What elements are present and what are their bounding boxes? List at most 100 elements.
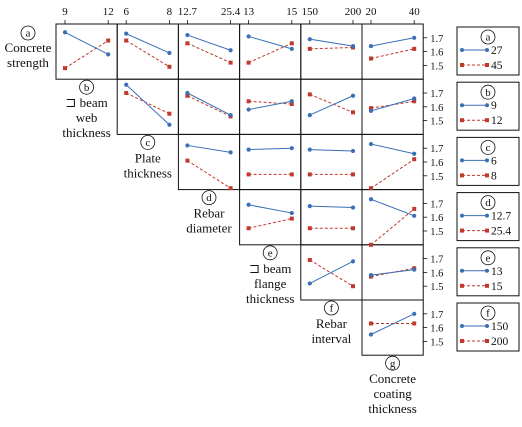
row-5-ytick-0: 1.7 [430,310,443,321]
cell-a-b-high-point-1 [106,38,111,43]
cell-c-g-low-point-0 [368,141,374,147]
factor-f-circle [323,300,339,316]
column-f-tick-0: 20 [366,6,378,18]
legend-b: b9 12 [456,81,520,131]
cell-f-g-low-point-1 [412,311,417,316]
cell-a-b-low-point-0 [62,30,68,35]
cell-b-d-low-point-1 [228,112,233,118]
cell-e-f-low-point-1 [350,259,356,264]
legend-c-circle [480,139,496,155]
cell-a-d-high-point-1 [228,60,233,65]
row-5-ytick-2: 1.5 [430,337,443,348]
legend-b-low-dot-0 [460,103,464,108]
cell-a-f-low-line [309,38,354,47]
row-0-ytick-2: 1.5 [430,61,443,72]
legend-c-high-mark-1 [485,173,489,178]
cell-e-g-low-point-0 [368,273,374,278]
cell-c-f-low-point-1 [350,148,356,154]
cell-a-c-low-line [125,33,170,54]
row-3-ytick-1: 1.6 [430,213,443,224]
cell-b-e-low-point-0 [246,107,251,112]
cell-b-f-high-point-0 [307,92,312,97]
cell-a-f-high-point-0 [307,46,312,51]
row-2-ytick-2: 1.5 [430,172,443,183]
column-d-tick-1: 15 [286,6,298,18]
factor-b-letter: b [84,82,90,94]
cell-d-g-low-point-0 [368,197,374,202]
cell-b-g-low-point-0 [368,108,374,114]
factor-g-name-line-0: Concrete [369,371,416,386]
cell-a-g-low-point-1 [412,35,417,40]
factor-c-letter: c [145,137,150,149]
legend-e-high-mark-0 [460,283,464,288]
cell-c-g-low-point-1 [412,151,417,156]
cell-f-g-high-point-1 [412,321,417,326]
cell-frame-5-5 [361,299,424,356]
cell-a-g-high-line [370,48,415,59]
cell-d-f-low-line [309,205,354,209]
legend-c-low-dot-1 [485,158,489,163]
legend-d-low-dot-0 [460,213,464,218]
legend-e-low-dot-0 [460,268,464,273]
cell-a-e-high-point-0 [246,60,251,65]
column-b-tick-1: 8 [167,6,173,18]
legend-c-low-label: 6 [491,155,497,167]
legend-b-high-mark-1 [485,118,489,123]
row-1-ytick-1: 1.6 [430,103,443,114]
cell-b-g-high-point-0 [369,106,373,111]
cell-d-g-high-line [370,208,415,246]
cell-c-e-low-point-1 [289,146,294,151]
cell-a-d-high-point-0 [185,41,190,46]
cell-frame-1-4 [300,78,363,135]
row-4-ytick-2: 1.5 [430,282,443,293]
cell-frame-2-4 [300,133,363,191]
cell-b-f-low-line [309,95,354,116]
row-2-ytick-0: 1.7 [430,144,443,155]
factor-g-name-line-1: coating [373,386,412,401]
legend-c-low-dot-0 [460,158,464,163]
legend-f-low-dot-1 [485,324,489,328]
cell-c-d-low-line [187,144,231,153]
factor-d-name-line-1: diameter [186,221,232,236]
cell-a-f-low-point-1 [350,43,356,49]
cell-e-f-high-line [309,259,354,287]
legend-d-circle [480,195,496,211]
factor-b-name-line-1: web [76,110,98,125]
legend-b-circle [480,84,496,100]
cell-e-f-high-point-0 [307,257,312,262]
factor-e-name-line-0: ⊐ beam [249,261,291,276]
cell-a-d-high-line [187,42,231,64]
cell-frame-0-4 [300,23,363,80]
cell-c-d-high-point-1 [228,186,233,191]
column-a-tick-1: 12 [103,6,114,18]
cell-d-f-low-point-0 [307,204,312,209]
factor-f-name-line-1: interval [312,331,352,346]
row-0-ytick-0: 1.7 [430,34,443,45]
factor-a-circle [20,25,36,41]
cell-a-c-high-line [125,40,170,68]
cell-b-c-low-point-1 [167,122,172,127]
cell-a-d-low-line [187,34,231,51]
legend-c-high-mark-0 [460,173,464,178]
legend-e-high-mark-1 [485,283,489,288]
column-a-tick-0: 9 [62,6,68,18]
legend-d-low-label: 12.7 [491,211,511,223]
cell-a-c-low-point-0 [124,31,129,36]
cell-c-f-high-point-1 [351,172,355,177]
cell-c-d-low-point-0 [185,143,190,148]
factor-b-circle [79,79,94,95]
cell-a-e-high-point-1 [289,41,294,46]
row-3-ytick-0: 1.7 [430,199,443,210]
cell-a-e-low-point-1 [289,46,294,51]
factor-f-letter: f [330,303,334,315]
column-b-tick-0: 6 [123,6,129,18]
cell-b-e-low-line [248,100,292,111]
legend-b-high-label: 12 [491,115,503,127]
cell-c-d-low-point-1 [228,150,233,155]
cell-frame-0-3 [239,23,302,80]
factor-c-name-line-0: Plate [135,150,161,165]
cell-c-g-low-line [370,143,415,155]
